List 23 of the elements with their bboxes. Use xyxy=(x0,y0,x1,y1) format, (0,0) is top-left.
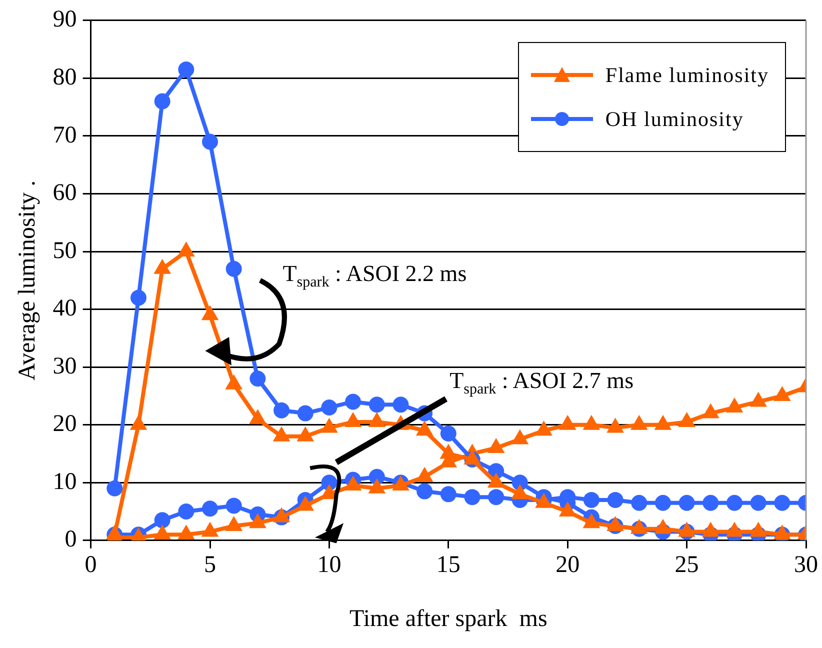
y-tick-label: 80 xyxy=(52,64,77,90)
y-tick-label: 90 xyxy=(52,6,77,33)
legend-label: OH luminosity xyxy=(605,106,744,132)
x-tick-label: 10 xyxy=(317,552,342,578)
legend-label: Flame luminosity xyxy=(605,62,769,88)
x-tick-label: 25 xyxy=(674,552,699,578)
y-tick-label: 10 xyxy=(52,468,77,495)
annotation: T$_{spark}$ : ASOI 2.7 ms xyxy=(450,368,634,399)
y-tick-label: 0 xyxy=(64,526,77,553)
y-tick-label: 20 xyxy=(52,411,77,438)
y-tick-label: 50 xyxy=(52,238,77,264)
x-tick-label: 5 xyxy=(204,552,216,578)
annotation: T$_{spark}$ : ASOI 2.2 ms xyxy=(282,260,467,292)
x-axis-title: Time after spark ms xyxy=(350,606,548,632)
x-tick-label: 30 xyxy=(794,552,818,578)
y-tick-label: 30 xyxy=(52,353,77,380)
x-tick-label: 0 xyxy=(84,552,97,578)
y-tick-label: 60 xyxy=(52,180,77,206)
x-tick-label: 20 xyxy=(556,552,580,578)
y-axis-title: Average luminosity . xyxy=(14,180,41,380)
y-tick-label: 70 xyxy=(52,122,77,148)
x-tick-label: 15 xyxy=(436,552,460,578)
y-tick-label: 40 xyxy=(52,296,77,322)
